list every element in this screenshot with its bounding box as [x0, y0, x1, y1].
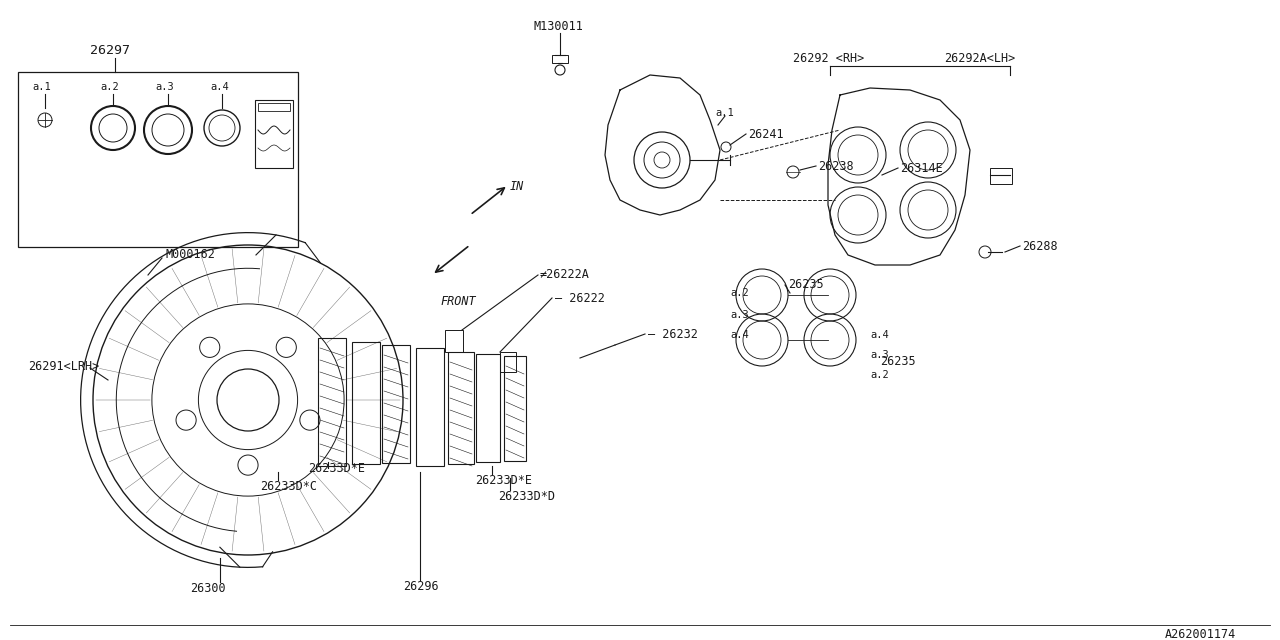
Text: a.1: a.1	[716, 108, 733, 118]
Text: 26291<LRH>: 26291<LRH>	[28, 360, 100, 373]
Text: 26297: 26297	[90, 44, 131, 57]
Bar	[381, 345, 410, 463]
Text: a.3: a.3	[730, 310, 749, 320]
Bar	[255, 100, 293, 168]
Bar	[445, 330, 463, 352]
Text: — 26222: — 26222	[556, 292, 605, 305]
Text: 26235: 26235	[881, 355, 915, 368]
Bar	[989, 168, 1012, 184]
Text: 26241: 26241	[748, 128, 783, 141]
Text: a.3: a.3	[155, 82, 174, 92]
Bar	[416, 348, 444, 466]
Text: 26314E: 26314E	[900, 162, 943, 175]
Bar	[504, 356, 526, 461]
Text: 26238: 26238	[818, 160, 854, 173]
Text: 26233D*E: 26233D*E	[475, 474, 532, 487]
Text: a.3: a.3	[870, 350, 888, 360]
Bar	[317, 338, 346, 466]
Text: 26288: 26288	[1021, 240, 1057, 253]
Text: a.4: a.4	[730, 330, 749, 340]
Text: 26235: 26235	[788, 278, 823, 291]
Text: a.2: a.2	[100, 82, 119, 92]
Text: FRONT: FRONT	[440, 295, 476, 308]
Text: 26233D*C: 26233D*C	[260, 480, 317, 493]
Text: 26233D*E: 26233D*E	[308, 462, 365, 475]
Text: 26300: 26300	[189, 582, 225, 595]
Text: M130011: M130011	[532, 20, 582, 33]
Text: ≠26222A: ≠26222A	[540, 268, 590, 281]
Text: M000162: M000162	[165, 248, 215, 261]
Text: a.2: a.2	[870, 370, 888, 380]
Text: 26296: 26296	[403, 580, 439, 593]
Bar	[18, 72, 298, 247]
Text: 26292A<LH>: 26292A<LH>	[945, 52, 1015, 65]
Text: a.4: a.4	[870, 330, 888, 340]
Text: IN: IN	[509, 180, 525, 193]
Bar	[476, 354, 500, 462]
Text: a.2: a.2	[730, 288, 749, 298]
Bar	[448, 352, 474, 464]
Text: 26292 <RH>: 26292 <RH>	[794, 52, 864, 65]
Text: a.4: a.4	[210, 82, 229, 92]
Bar	[352, 342, 380, 464]
Text: A262001174: A262001174	[1165, 628, 1236, 640]
Bar	[552, 55, 568, 63]
Text: 26233D*D: 26233D*D	[498, 490, 556, 503]
Bar	[259, 103, 291, 111]
Text: a.1: a.1	[32, 82, 51, 92]
Bar	[500, 352, 516, 372]
Text: — 26232: — 26232	[648, 328, 698, 341]
